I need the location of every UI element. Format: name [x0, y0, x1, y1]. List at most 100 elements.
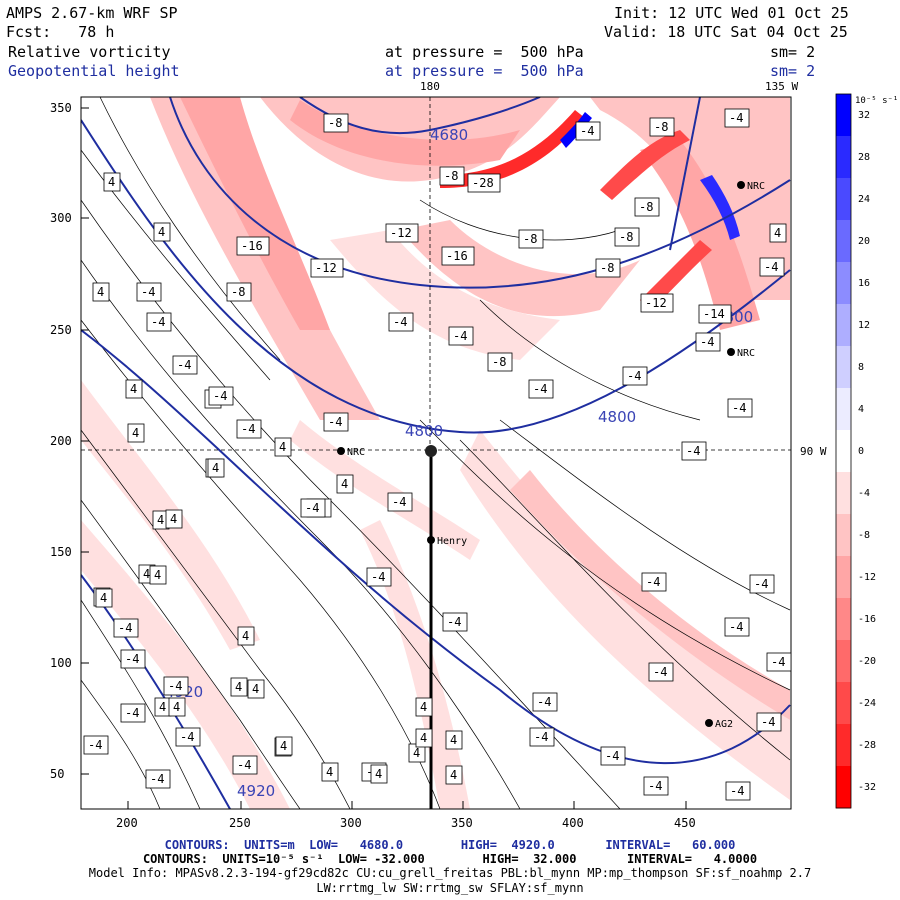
vorticity-label-box [759, 257, 785, 277]
vorticity-label-box [95, 588, 113, 608]
vorticity-label: -4 [180, 730, 194, 744]
vorticity-label-box [725, 781, 751, 801]
height-contour-label: 4800 [405, 422, 443, 440]
colorbar-label: 28 [858, 152, 870, 163]
vorticity-label: -4 [648, 779, 662, 793]
vorticity-label-box [146, 312, 172, 332]
vorticity-label: 4 [420, 731, 427, 745]
vorticity-label: 4 [450, 733, 457, 747]
plot-frame [80, 96, 792, 810]
colorbar-label: 20 [858, 236, 870, 247]
vorticity-label-box [695, 332, 721, 352]
vorticity-label: -4 [447, 615, 461, 629]
vorticity-label-box [641, 572, 667, 592]
vorticity-label-box [681, 441, 707, 461]
colorbar-swatch [836, 430, 851, 473]
vorticity-label-box [300, 498, 326, 518]
vorticity-label: 4 [173, 700, 180, 714]
stations: Henry NRC NRC AG2 NRC [337, 181, 765, 730]
vorticity-label: -4 [118, 621, 132, 635]
vorticity-label: -4 [732, 401, 746, 415]
vorticity-label: -4 [168, 679, 182, 693]
vorticity-label-box [415, 697, 433, 717]
vorticity-label-box [388, 312, 414, 332]
colorbar-label: -4 [858, 488, 870, 499]
vorticity-label-box [614, 227, 640, 247]
vorticity-label: 4 [450, 768, 457, 782]
vorticity-label-box [120, 703, 146, 723]
vorticity-label-box [236, 419, 262, 439]
vorticity-label-box [439, 166, 465, 186]
vorticity-label: -14 [703, 307, 725, 321]
x-tick-label: 250 [229, 816, 251, 830]
model-title: AMPS 2.67-km WRF SP [6, 4, 178, 22]
vorticity-contour [499, 419, 791, 611]
vorticity-label: -4 [771, 655, 785, 669]
vorticity-label-box [528, 379, 554, 399]
field1-smoothing: sm= 2 [770, 43, 816, 61]
colorbar-label: 0 [858, 446, 864, 457]
colorbar-swatch [836, 304, 851, 347]
vorticity-label-box [168, 697, 186, 717]
vorticity-label: 4 [280, 739, 287, 753]
vorticity-label: 4 [212, 461, 219, 475]
vorticity-label: -4 [653, 665, 667, 679]
height-contour-4860 [81, 329, 791, 765]
vorticity-label-box [83, 735, 109, 755]
height-contour-label: 4800 [598, 408, 636, 426]
colorbar-swatch [836, 682, 851, 725]
colorbar-label: -12 [858, 572, 876, 583]
vorticity-label: -4 [764, 260, 778, 274]
vorticity-label-box [387, 492, 413, 512]
colorbar-swatch [836, 94, 851, 137]
vorticity-label-box [163, 676, 189, 696]
vorticity-label: -4 [393, 315, 407, 329]
vorticity-label-box [698, 304, 732, 324]
vorticity-label-box [532, 692, 558, 712]
vorticity-label-box [125, 379, 143, 399]
colorbar-label: -20 [858, 656, 876, 667]
vorticity-label-box [756, 712, 782, 732]
height-contour-label: 4920 [237, 782, 275, 800]
vorticity-label-box [370, 764, 388, 784]
station-label: AG2 [715, 719, 733, 730]
station-label: NRC [347, 447, 365, 458]
colorbar-label: -8 [858, 530, 870, 541]
vorticity-label: 4 [235, 680, 242, 694]
vorticity-label-box [237, 626, 255, 646]
vorticity-label: 4 [157, 513, 164, 527]
colorbar-label: -24 [858, 698, 876, 709]
vorticity-band [290, 100, 520, 166]
colorbar-swatch [836, 640, 851, 683]
x-tick-label: 450 [674, 816, 696, 830]
vorticity-label: 4 [159, 700, 166, 714]
vorticity-label: -12 [315, 261, 337, 275]
field1-name: Relative vorticity [8, 43, 171, 61]
station-marker [337, 447, 345, 455]
station-label: Henry [437, 536, 467, 547]
vorticity-positive [700, 175, 740, 240]
height-contour-4800 [81, 119, 791, 434]
vorticity-label-box [226, 282, 252, 302]
vorticity-contour [81, 259, 521, 809]
vorticity-label-box [127, 423, 145, 443]
vorticity-label-box [275, 736, 293, 756]
vorticity-label: -4 [141, 285, 155, 299]
field2-level: at pressure = 500 hPa [385, 62, 584, 80]
vorticity-label-box [445, 730, 463, 750]
vorticity-label: -12 [645, 296, 667, 310]
colorbar-swatch [836, 136, 851, 179]
vorticity-label: -4 [125, 652, 139, 666]
y-tick-label: 250 [50, 323, 72, 337]
vorticity-label: 4 [130, 382, 137, 396]
height-contour-label: 4680 [430, 126, 468, 144]
vorticity-label: 4 [413, 746, 420, 760]
colorbar-label: 8 [858, 362, 864, 373]
vorticity-band [81, 520, 290, 809]
station-label: NRC [747, 181, 765, 192]
footer-vorticity-contours: CONTOURS: UNITS=10⁻⁵ s⁻¹ LOW= -32.000 HI… [142, 852, 758, 866]
vorticity-label: 4 [420, 700, 427, 714]
vorticity-label-box [649, 117, 675, 137]
vorticity-label: 4 [108, 175, 115, 189]
vorticity-contour [81, 499, 301, 809]
